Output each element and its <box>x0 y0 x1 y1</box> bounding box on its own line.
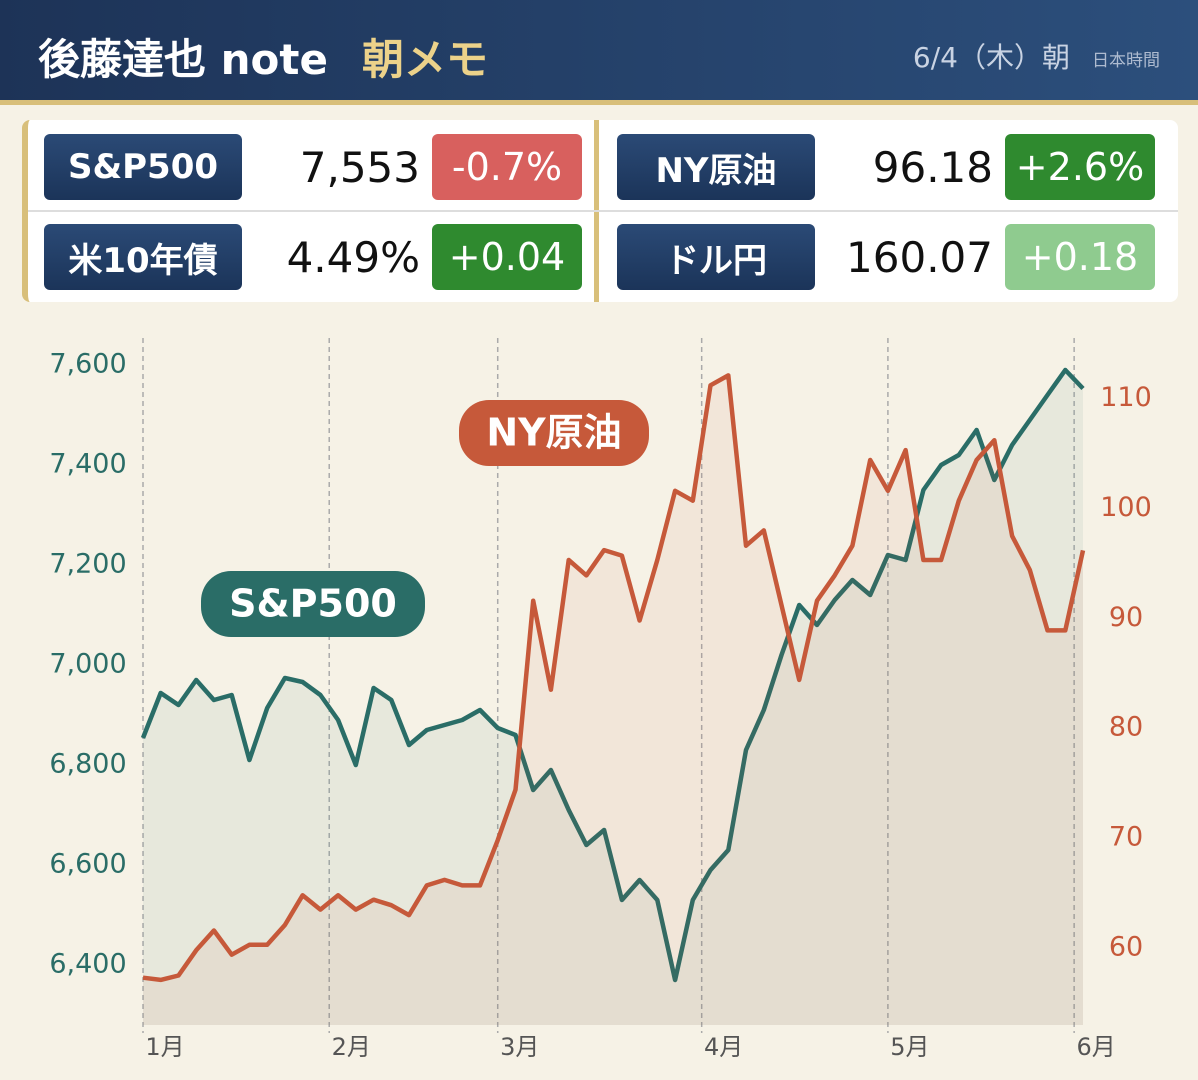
y2-tick-label: 90 <box>1109 602 1143 633</box>
timezone: 日本時間 <box>1092 51 1160 71</box>
x-tick-label: 4月 <box>704 1033 743 1061</box>
y-tick-label: 7,600 <box>49 349 126 380</box>
x-tick-label: 6月 <box>1076 1033 1115 1061</box>
quote-change: +0.18 <box>1005 224 1155 290</box>
y2-tick-label: 80 <box>1109 712 1143 743</box>
legend-label: NY原油 <box>486 411 621 455</box>
title: 後藤達也 note <box>38 35 328 84</box>
quote-value: 96.18 <box>872 142 993 192</box>
y2-tick-label: 60 <box>1109 932 1143 963</box>
x-tick-label: 2月 <box>332 1033 371 1061</box>
legend-box <box>201 571 425 637</box>
y2-tick-label: 70 <box>1109 822 1143 853</box>
y-tick-label: 6,400 <box>49 949 126 980</box>
quote-change: +0.04 <box>432 224 582 290</box>
legend-box <box>459 400 649 466</box>
legend-label: S&P500 <box>229 582 397 626</box>
quote-value: 4.49% <box>286 232 420 282</box>
quote-label: 米10年債 <box>44 224 242 290</box>
y2-tick-label: 110 <box>1100 382 1152 413</box>
x-tick-label: 1月 <box>145 1033 184 1061</box>
subtitle: 朝メモ <box>362 35 489 84</box>
divider <box>28 210 1178 212</box>
quote-change: +2.6% <box>1005 134 1155 200</box>
y2-tick-label: 100 <box>1100 492 1152 523</box>
y-tick-label: 7,200 <box>49 549 126 580</box>
x-tick-label: 3月 <box>500 1033 539 1061</box>
header: 後藤達也 note 朝メモ 6/4（木）朝 日本時間 <box>0 0 1198 105</box>
line <box>140 367 1085 983</box>
x-tick-label: 5月 <box>890 1033 929 1061</box>
quote-label: NY原油 <box>617 134 815 200</box>
y-tick-label: 6,800 <box>49 749 126 780</box>
quote-value: 160.07 <box>846 232 993 282</box>
area <box>143 375 1083 1025</box>
quote-label: ドル円 <box>617 224 815 290</box>
date: 6/4（木）朝 <box>912 41 1070 74</box>
y-tick-label: 7,400 <box>49 449 126 480</box>
quote-value: 7,553 <box>299 142 420 192</box>
line <box>142 373 1086 983</box>
y-tick-label: 6,600 <box>49 849 126 880</box>
area <box>143 370 1083 1025</box>
quote-label: S&P500 <box>44 134 242 200</box>
y-tick-label: 7,000 <box>49 649 126 680</box>
quote-change: -0.7% <box>432 134 582 200</box>
